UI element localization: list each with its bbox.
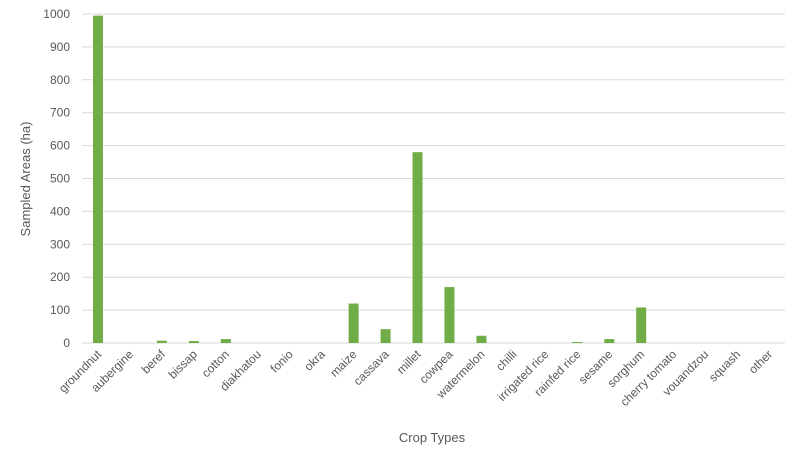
y-tick-label: 700: [50, 106, 70, 120]
bar-maize: [348, 303, 359, 343]
bar-sorghum: [636, 307, 647, 343]
y-tick-labels: 0 100 200 300 400 500 600 700 800 900 1000: [43, 7, 70, 350]
y-tick-label: 100: [50, 303, 70, 317]
y-tick-label: 600: [50, 139, 70, 153]
y-tick-label: 1000: [43, 7, 70, 21]
x-tick-label: other: [746, 347, 775, 376]
bar-cowpea: [444, 287, 455, 343]
bars: [92, 15, 647, 344]
x-tick-label: okra: [301, 347, 328, 374]
bar-groundnut: [92, 15, 103, 344]
bar-watermelon: [476, 335, 487, 343]
gridlines: [82, 13, 785, 344]
y-tick-label: 500: [50, 172, 70, 186]
y-tick-label: 900: [50, 40, 70, 54]
y-tick-label: 800: [50, 73, 70, 87]
y-tick-label: 200: [50, 270, 70, 284]
bar-beref: [156, 340, 167, 343]
x-tick-label: cassava: [351, 347, 392, 388]
bar-rainfed-rice: [572, 342, 583, 344]
y-tick-label: 300: [50, 237, 70, 251]
bar-sesame: [604, 339, 615, 343]
x-tick-label: squash: [706, 347, 743, 384]
y-tick-label: 0: [63, 336, 70, 350]
x-axis-title: Crop Types: [399, 430, 466, 445]
y-axis-title: Sampled Areas (ha): [18, 122, 33, 237]
bar-bissap: [188, 341, 199, 343]
y-tick-label: 400: [50, 204, 70, 218]
bar-millet: [412, 152, 423, 343]
x-tick-label: fonio: [268, 347, 297, 376]
bar-cassava: [380, 329, 391, 343]
x-tick-label: beref: [139, 347, 169, 377]
bar-cotton: [220, 339, 231, 343]
x-tick-label: bissap: [166, 347, 201, 382]
x-tick-label: chilli: [493, 347, 519, 373]
